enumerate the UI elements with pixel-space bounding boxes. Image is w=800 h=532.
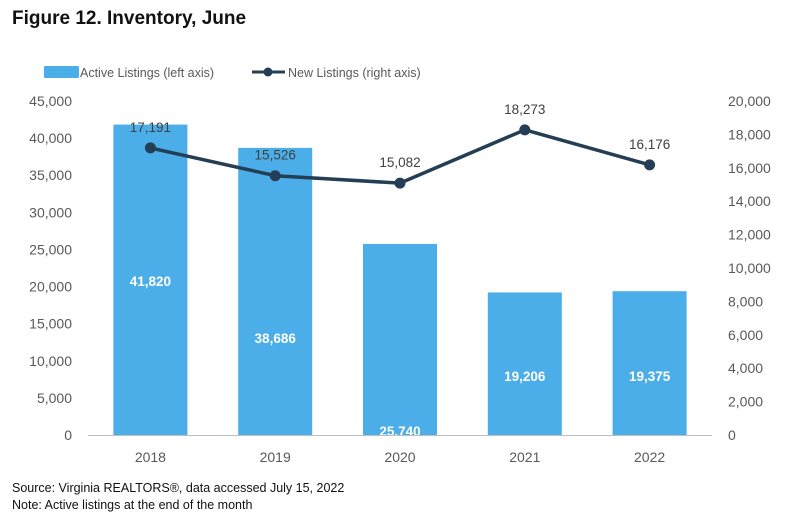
footnote: Note: Active listings at the end of the …	[12, 498, 253, 512]
left-axis-tick-label: 40,000	[29, 130, 72, 146]
bar-active-listings-2018	[113, 124, 188, 436]
bar-data-label: 19,375	[629, 369, 671, 384]
x-axis-tick-label: 2019	[260, 449, 291, 465]
right-axis-tick-label: 10,000	[728, 260, 771, 276]
line-point-new-listings-2018	[144, 142, 156, 154]
bar-data-label: 25,740	[379, 424, 420, 439]
line-point-new-listings-2019	[269, 170, 281, 182]
line-data-label: 18,273	[504, 102, 545, 117]
bar-data-label: 41,820	[130, 274, 171, 289]
bar-active-listings-2020	[363, 243, 437, 435]
left-axis-tick-label: 35,000	[29, 167, 72, 183]
x-axis-tick-label: 2022	[634, 449, 665, 465]
right-axis-tick-label: 2,000	[728, 394, 763, 410]
source-note: Source: Virginia REALTORS®, data accesse…	[12, 481, 345, 495]
left-axis-tick-label: 10,000	[29, 353, 72, 369]
legend-marker	[263, 67, 273, 77]
legend-bar-swatch	[44, 66, 79, 78]
right-axis-tick-label: 6,000	[728, 327, 763, 343]
bar-data-label: 19,206	[504, 369, 546, 384]
left-axis-tick-label: 30,000	[29, 204, 72, 220]
line-data-label: 16,176	[629, 137, 670, 152]
right-axis-tick-label: 12,000	[728, 227, 771, 243]
left-axis-tick-label: 0	[64, 427, 72, 443]
x-axis-tick-label: 2018	[135, 449, 166, 465]
line-point-new-listings-2022	[644, 159, 656, 171]
left-axis-tick-label: 25,000	[29, 241, 72, 257]
right-axis-tick-label: 14,000	[728, 193, 771, 209]
bar-active-listings-2019	[238, 147, 313, 436]
right-axis-tick-label: 20,000	[728, 93, 771, 109]
right-axis-tick-label: 16,000	[728, 160, 771, 176]
bar-active-listings-2021	[487, 292, 562, 435]
line-point-new-listings-2021	[519, 124, 531, 136]
line-data-label: 15,526	[255, 148, 296, 163]
left-axis-tick-label: 15,000	[29, 316, 72, 332]
bar-data-label: 38,686	[255, 331, 297, 346]
right-axis-tick-label: 4,000	[728, 360, 763, 376]
x-axis-tick-label: 2021	[509, 449, 540, 465]
line-data-label: 17,191	[130, 120, 171, 135]
legend-label-new-listings: New Listings (right axis)	[288, 66, 421, 80]
left-axis-tick-label: 45,000	[29, 93, 72, 109]
right-axis-tick-label: 0	[728, 427, 736, 443]
bar-active-listings-2022	[612, 291, 687, 435]
right-axis-tick-label: 18,000	[728, 126, 771, 142]
left-axis-tick-label: 5,000	[37, 390, 72, 406]
chart-title: Figure 12. Inventory, June	[12, 8, 247, 29]
line-data-label: 15,082	[379, 155, 420, 170]
legend-label-active-listings: Active Listings (left axis)	[80, 66, 214, 80]
line-point-new-listings-2020	[394, 177, 406, 189]
right-axis-tick-label: 8,000	[728, 293, 763, 309]
x-axis-tick-label: 2020	[384, 449, 415, 465]
left-axis-tick-label: 20,000	[29, 279, 72, 295]
